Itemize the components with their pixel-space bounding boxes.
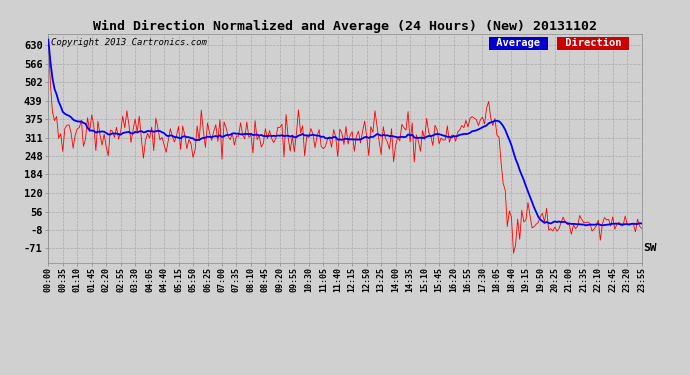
Text: Copyright 2013 Cartronics.com: Copyright 2013 Cartronics.com <box>51 38 207 47</box>
Text: SW: SW <box>643 243 656 253</box>
Text: Average: Average <box>491 38 546 48</box>
Title: Wind Direction Normalized and Average (24 Hours) (New) 20131102: Wind Direction Normalized and Average (2… <box>93 20 597 33</box>
Text: Direction: Direction <box>559 38 627 48</box>
